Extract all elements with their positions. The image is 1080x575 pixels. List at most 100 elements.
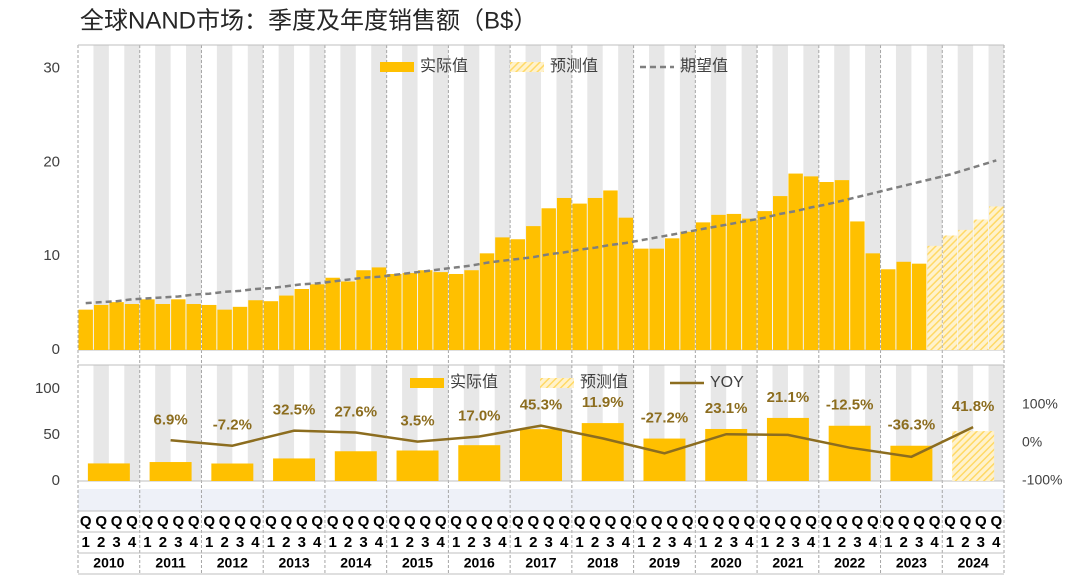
bar: [217, 309, 232, 350]
quarter-label: 3: [915, 534, 923, 551]
quarter-label: 4: [683, 534, 692, 551]
quarter-label: 4: [807, 534, 816, 551]
stripe: [247, 45, 264, 350]
quarter-prefix: Q: [512, 513, 524, 530]
background: [77, 44, 1005, 575]
bar: [952, 431, 995, 481]
quarter-label: 2: [714, 534, 722, 551]
bar: [541, 208, 556, 350]
quarter-label: 2: [220, 534, 228, 551]
quarter-prefix: Q: [188, 513, 200, 530]
quarter-label: 4: [128, 534, 137, 551]
quarter-prefix: Q: [497, 513, 509, 530]
data-label: 21.1%: [767, 389, 810, 406]
bar: [603, 190, 618, 350]
bar: [211, 463, 254, 481]
legend-label: YOY: [710, 374, 744, 391]
quarter-label: 3: [236, 534, 244, 551]
quarter-prefix: Q: [404, 513, 416, 530]
bar: [248, 300, 263, 350]
bar: [418, 270, 433, 350]
quarter-label: 1: [822, 534, 830, 551]
bar: [448, 273, 464, 350]
y2-tick-label: 100%: [1022, 396, 1058, 412]
quarter-prefix: Q: [651, 513, 663, 530]
data-label: 11.9%: [582, 394, 624, 411]
bar: [742, 218, 757, 350]
stripe: [186, 45, 202, 350]
x-tick-label: 2022: [834, 555, 865, 571]
quarter-label: 3: [421, 534, 429, 551]
quarter-prefix: Q: [296, 513, 308, 530]
x-tick-label: 2010: [93, 555, 124, 571]
bar: [186, 304, 201, 350]
bar: [464, 270, 479, 350]
quarter-prefix: Q: [666, 513, 678, 530]
quarter-prefix: Q: [790, 513, 802, 530]
bar: [757, 211, 772, 350]
bar: [890, 445, 933, 481]
quarter-label: 3: [977, 534, 985, 551]
quarter-prefix: Q: [589, 513, 601, 530]
data-label: -36.3%: [888, 417, 936, 434]
x-tick-label: 2017: [525, 555, 556, 571]
bar: [263, 301, 279, 350]
quarter-label: 2: [159, 534, 167, 551]
bar: [87, 463, 130, 481]
quarter-prefix: Q: [172, 513, 184, 530]
x-tick-label: 2014: [340, 555, 371, 571]
bar: [334, 451, 377, 481]
line: [85, 159, 997, 305]
bar: [819, 182, 834, 350]
data-label: -7.2%: [213, 417, 252, 434]
bar: [643, 438, 686, 481]
bar: [828, 425, 871, 481]
quarter-prefix: Q: [759, 513, 771, 530]
stripe: [309, 365, 325, 481]
x-tick-label: 2015: [402, 555, 433, 571]
quarter-prefix: Q: [543, 513, 555, 530]
bar: [649, 248, 664, 350]
quarter-label: 1: [514, 534, 522, 551]
bar: [479, 253, 495, 350]
data-label: 32.5%: [273, 402, 316, 419]
x-tick-label: 2023: [896, 555, 927, 571]
x-tick-label: 2021: [772, 555, 803, 571]
legend-label: 预测值: [580, 373, 628, 391]
quarter-prefix: Q: [867, 513, 879, 530]
legend-label: 实际值: [450, 373, 498, 391]
quarter-prefix: Q: [944, 513, 956, 530]
legend-swatch: [380, 62, 414, 72]
quarter-label: 2: [653, 534, 661, 551]
quarter-label: 2: [97, 534, 105, 551]
quarter-prefix: Q: [805, 513, 817, 530]
quarter-prefix: Q: [203, 513, 215, 530]
quarter-label: 2: [900, 534, 908, 551]
quarter-label: 4: [745, 534, 754, 551]
stripe: [93, 365, 109, 481]
quarter-label: 4: [992, 534, 1001, 551]
quarter-label: 3: [483, 534, 491, 551]
quarter-prefix: Q: [435, 513, 447, 530]
quarter-prefix: Q: [697, 513, 709, 530]
bar: [201, 304, 217, 350]
quarter-prefix: Q: [620, 513, 632, 530]
bar: [294, 289, 309, 350]
quarter-label: 2: [344, 534, 352, 551]
quarter-prefix: Q: [250, 513, 262, 530]
quarter-label: 3: [359, 534, 367, 551]
legend-swatch: [410, 378, 444, 388]
quarter-prefix: Q: [744, 513, 756, 530]
bar: [911, 263, 927, 350]
bar: [803, 176, 819, 350]
quarter-label: 1: [390, 534, 398, 551]
quarter-prefix: Q: [960, 513, 972, 530]
quarter-prefix: Q: [373, 513, 385, 530]
quarter-prefix: Q: [635, 513, 647, 530]
legend-swatch: [510, 62, 544, 72]
x-tick-label: 2019: [649, 555, 680, 571]
quarter-prefix: Q: [466, 513, 478, 530]
quarter-label: 2: [529, 534, 537, 551]
quarter-label: 4: [622, 534, 631, 551]
quarter-label: 3: [545, 534, 553, 551]
